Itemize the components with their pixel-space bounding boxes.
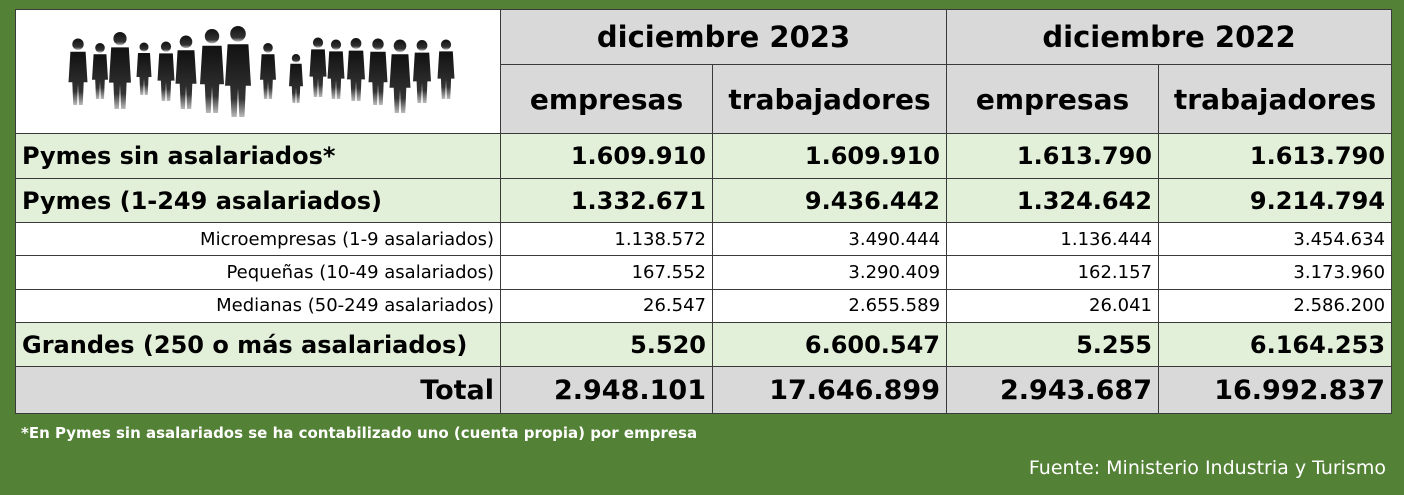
table-cell: 1.609.910 xyxy=(711,133,948,179)
table-cell: 1.613.790 xyxy=(946,133,1160,179)
header-trabajadores-2022: trabajadores xyxy=(1158,63,1393,135)
row-label: Pymes (1-249 asalariados) xyxy=(15,177,501,224)
table-cell: 16.992.837 xyxy=(1158,366,1393,414)
header-year-2022: diciembre 2022 xyxy=(946,9,1393,65)
header-trabajadores-2023: trabajadores xyxy=(711,63,948,135)
table-cell: 3.173.960 xyxy=(1158,255,1393,290)
row-label: Pequeñas (10-49 asalariados) xyxy=(15,255,501,290)
table-cell: 1.138.572 xyxy=(500,222,713,257)
table-cell: 26.547 xyxy=(500,288,713,323)
header-empresas-2022: empresas xyxy=(946,63,1160,135)
people-silhouettes-icon xyxy=(68,25,455,117)
table-row-medianas: Medianas (50-249 asalariados) 26.547 2.6… xyxy=(15,288,1393,323)
table-cell: 6.600.547 xyxy=(711,321,948,368)
table-cell: 5.520 xyxy=(500,321,713,368)
data-table: diciembre 2023 diciembre 2022 empresas t… xyxy=(15,8,1393,414)
table-row-pymes-sin-asalariados: Pymes sin asalariados* 1.609.910 1.609.9… xyxy=(15,133,1393,179)
footnote: *En Pymes sin asalariados se ha contabil… xyxy=(21,424,698,442)
row-label: Microempresas (1-9 asalariados) xyxy=(15,222,501,257)
table-cell: 1.136.444 xyxy=(946,222,1160,257)
table-row-pymes: Pymes (1-249 asalariados) 1.332.671 9.43… xyxy=(15,177,1393,224)
table-cell: 17.646.899 xyxy=(711,366,948,414)
header-empresas-2023: empresas xyxy=(500,63,713,135)
row-label: Total xyxy=(15,366,501,414)
logo-cell xyxy=(15,8,501,135)
table-cell: 2.943.687 xyxy=(946,366,1160,414)
row-label: Medianas (50-249 asalariados) xyxy=(15,288,501,323)
table-cell: 1.332.671 xyxy=(500,177,713,224)
table-cell: 9.214.794 xyxy=(1158,177,1393,224)
table-cell: 6.164.253 xyxy=(1158,321,1393,368)
table-row-total: Total 2.948.101 17.646.899 2.943.687 16.… xyxy=(15,366,1393,414)
table-cell: 2.948.101 xyxy=(500,366,713,414)
table-cell: 2.655.589 xyxy=(711,288,948,323)
source-note: Fuente: Ministerio Industria y Turismo xyxy=(1028,457,1386,479)
table-cell: 167.552 xyxy=(500,255,713,290)
row-label: Grandes (250 o más asalariados) xyxy=(15,321,501,368)
table-cell: 3.290.409 xyxy=(711,255,948,290)
table-cell: 3.490.444 xyxy=(711,222,948,257)
table-cell: 26.041 xyxy=(946,288,1160,323)
table-cell: 1.324.642 xyxy=(946,177,1160,224)
table-cell: 3.454.634 xyxy=(1158,222,1393,257)
row-label: Pymes sin asalariados* xyxy=(15,133,501,179)
table-row-grandes: Grandes (250 o más asalariados) 5.520 6.… xyxy=(15,321,1393,368)
table-cell: 1.613.790 xyxy=(1158,133,1393,179)
table-cell: 162.157 xyxy=(946,255,1160,290)
table-cell: 9.436.442 xyxy=(711,177,948,224)
table-cell: 5.255 xyxy=(946,321,1160,368)
table-cell: 2.586.200 xyxy=(1158,288,1393,323)
table-row-pequenas: Pequeñas (10-49 asalariados) 167.552 3.2… xyxy=(15,255,1393,290)
table-cell: 1.609.910 xyxy=(500,133,713,179)
table-row-microempresas: Microempresas (1-9 asalariados) 1.138.57… xyxy=(15,222,1393,257)
header-year-2023: diciembre 2023 xyxy=(499,9,948,65)
